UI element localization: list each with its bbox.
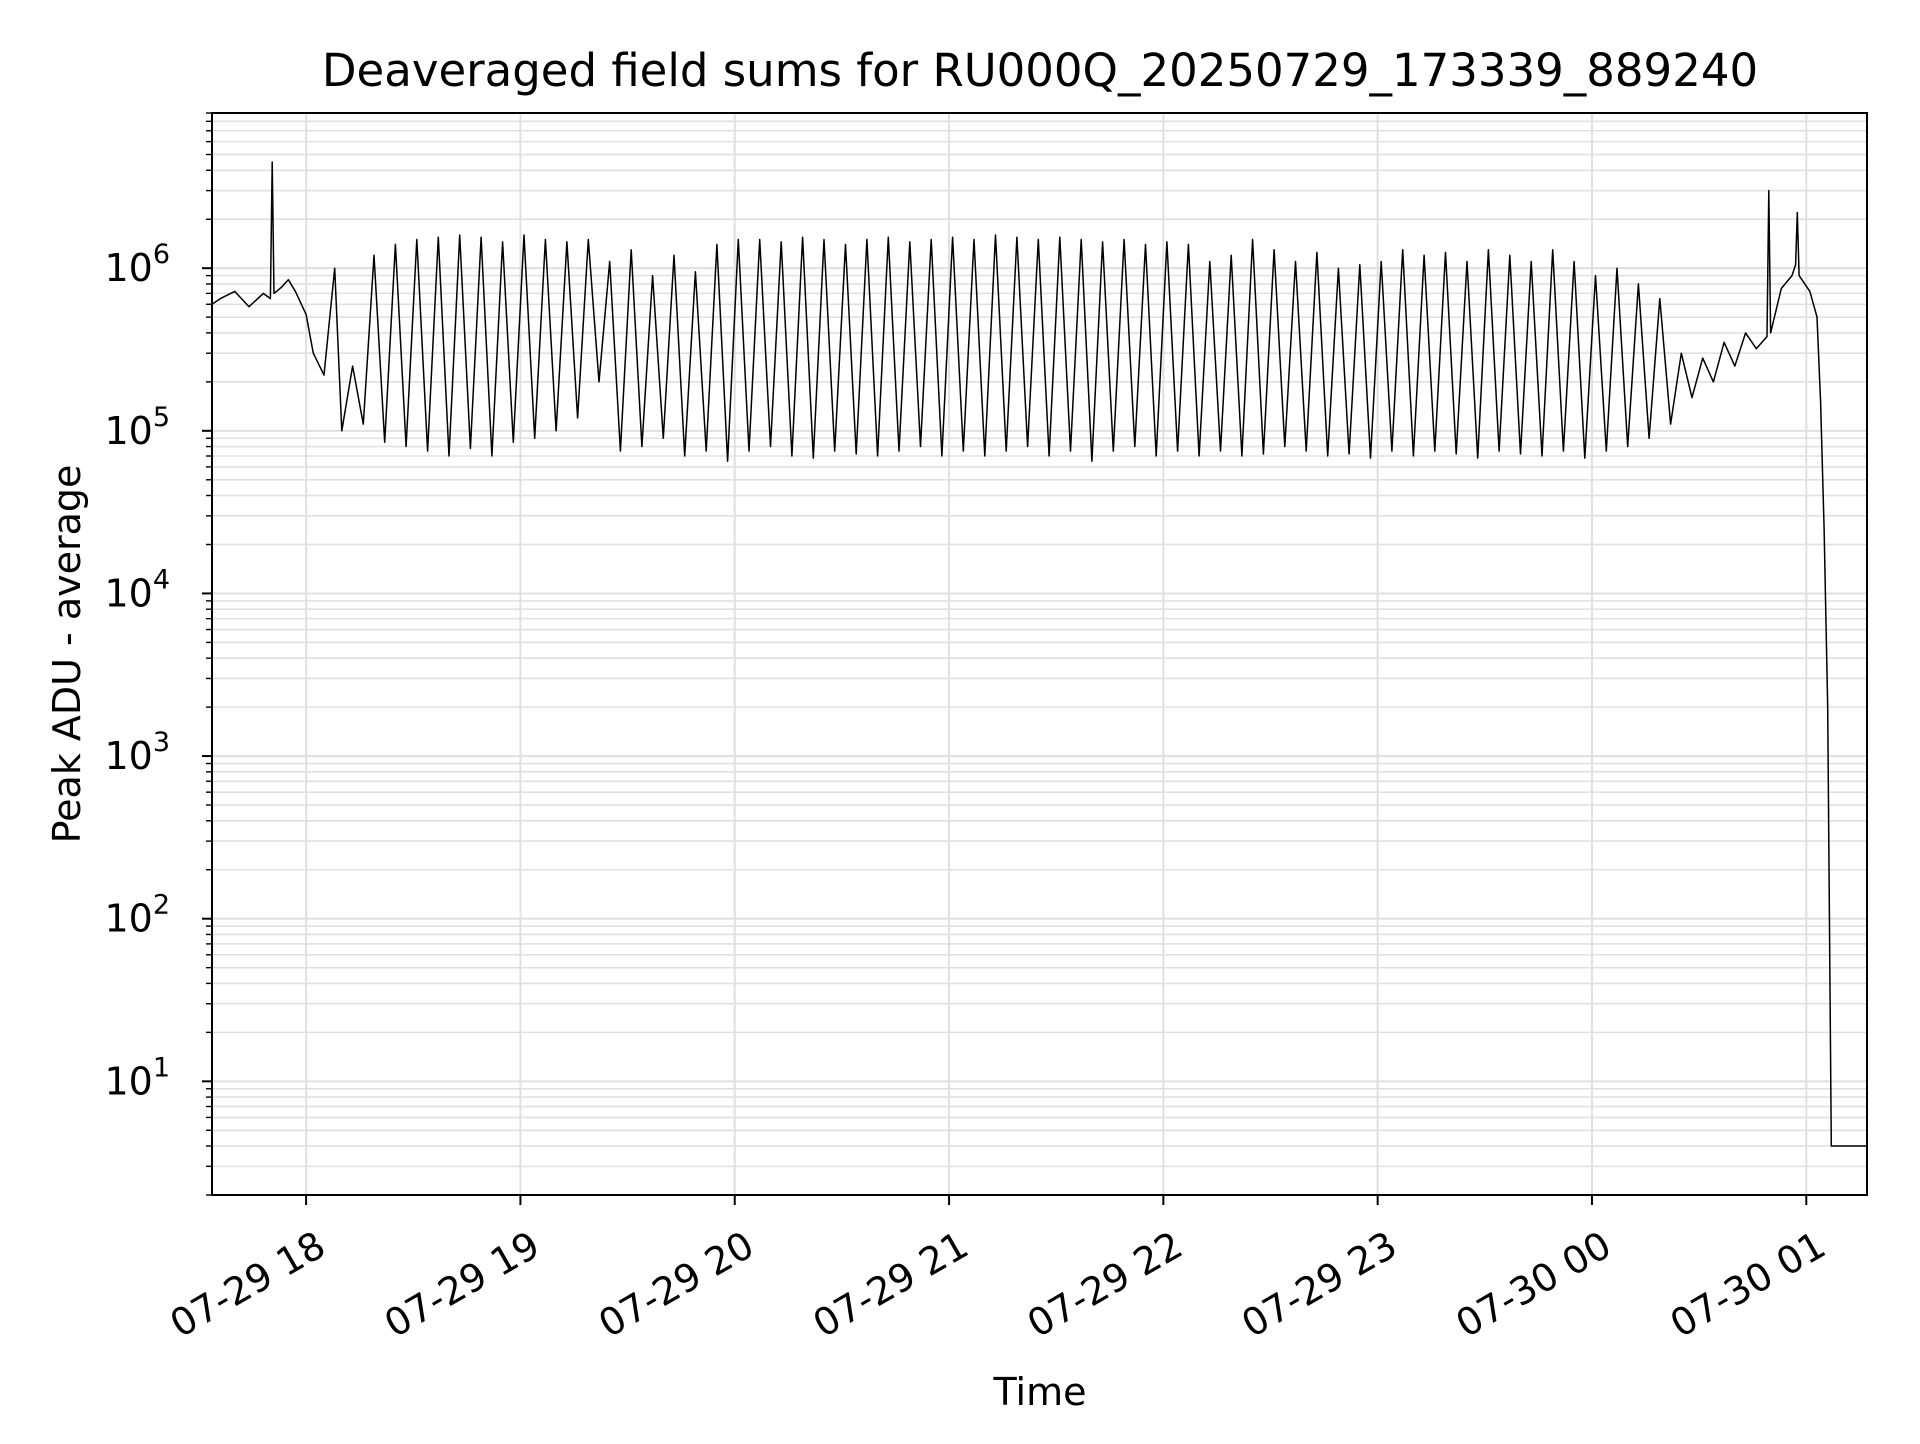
y-tick-label: 105 — [104, 402, 170, 453]
y-axis-label: Peak ADU - average — [45, 465, 89, 844]
x-axis-label: Time — [993, 1370, 1087, 1414]
y-tick-label: 104 — [104, 564, 170, 615]
y-tick-label: 102 — [104, 890, 170, 941]
chart-title: Deaveraged field sums for RU000Q_2025072… — [322, 44, 1758, 97]
grid-lines — [212, 112, 1867, 1196]
y-tick-label: 101 — [104, 1052, 170, 1103]
data-series-line — [211, 161, 1867, 1147]
y-tick-label: 103 — [104, 727, 170, 778]
plot-frame — [211, 112, 1868, 1196]
y-tick-label: 106 — [104, 239, 170, 290]
data-layer — [211, 161, 1867, 1147]
